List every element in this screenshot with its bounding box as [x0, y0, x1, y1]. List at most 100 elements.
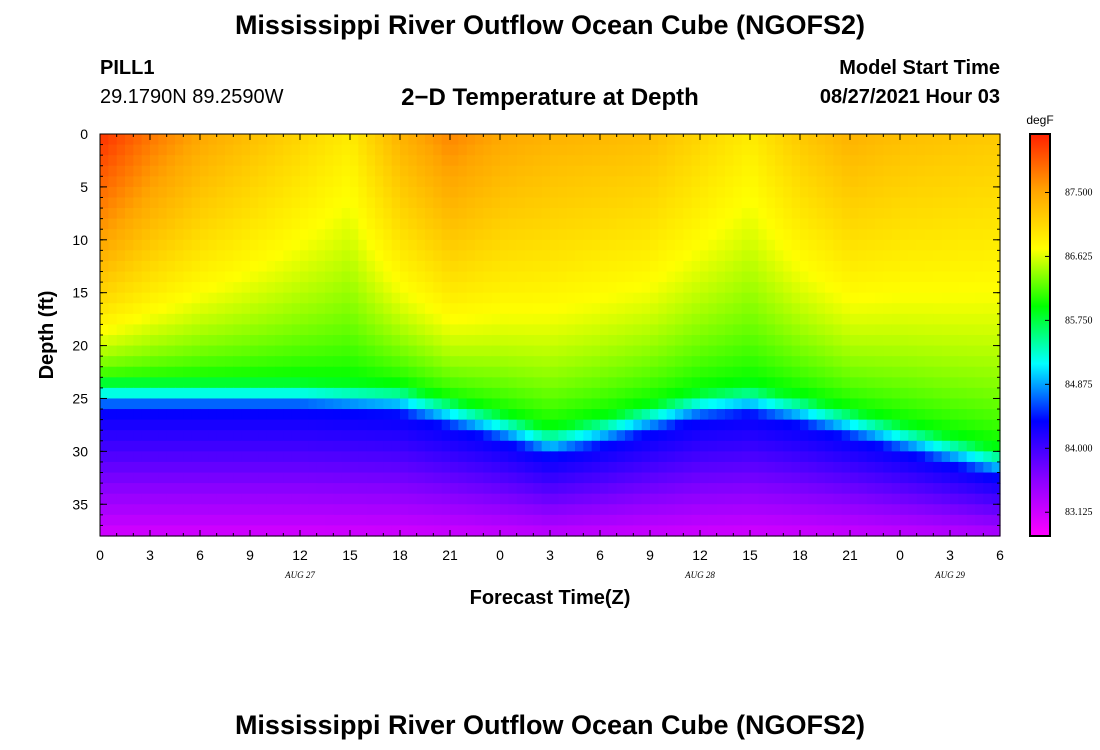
heatmap-cell: [908, 239, 918, 251]
heatmap-cell: [775, 440, 784, 452]
heatmap-cell: [216, 239, 226, 251]
heatmap-cell: [958, 409, 968, 421]
heatmap-cell: [483, 504, 493, 516]
heatmap-cell: [641, 144, 651, 156]
heatmap-cell: [675, 398, 684, 410]
heatmap-cell: [333, 144, 343, 156]
heatmap-cell: [516, 239, 526, 251]
heatmap-cell: [291, 303, 301, 315]
heatmap-cell: [108, 387, 118, 400]
heatmap-cell: [125, 483, 134, 495]
heatmap-cell: [433, 250, 443, 262]
heatmap-cell: [883, 514, 893, 527]
heatmap-cell: [408, 229, 418, 241]
heatmap-cell: [383, 208, 393, 220]
heatmap-cell: [483, 186, 493, 199]
heatmap-cell: [325, 387, 334, 400]
heatmap-cell: [183, 271, 193, 283]
heatmap-cell: [500, 514, 509, 527]
heatmap-cell: [808, 451, 818, 463]
heatmap-cell: [666, 186, 676, 199]
heatmap-cell: [408, 525, 418, 537]
heatmap-cell: [450, 186, 459, 199]
heatmap-cell: [841, 176, 851, 188]
heatmap-cell: [325, 313, 334, 326]
heatmap-cell: [816, 451, 826, 463]
heatmap-cell: [475, 472, 484, 484]
heatmap-cell: [466, 176, 476, 188]
heatmap-cell: [766, 197, 776, 209]
heatmap-cell: [425, 493, 434, 505]
heatmap-cell: [658, 514, 668, 527]
heatmap-cell: [666, 218, 676, 230]
heatmap-cell: [491, 134, 501, 146]
heatmap-cell: [691, 398, 701, 410]
heatmap-cell: [166, 165, 176, 177]
heatmap-cell: [825, 483, 834, 495]
heatmap-cell: [150, 144, 159, 156]
heatmap-cell: [116, 292, 126, 304]
heatmap-cell: [475, 440, 484, 452]
heatmap-cell: [133, 155, 143, 167]
heatmap-cell: [758, 493, 768, 505]
heatmap-cell: [225, 208, 234, 220]
heatmap-cell: [500, 366, 509, 378]
heatmap-cell: [441, 218, 451, 230]
heatmap-cell: [766, 324, 776, 336]
heatmap-cell: [891, 144, 901, 156]
heatmap-cell: [550, 155, 559, 167]
heatmap-cell: [833, 260, 843, 273]
heatmap-cell: [450, 377, 459, 389]
heatmap-cell: [241, 419, 251, 431]
heatmap-cell: [866, 525, 876, 537]
heatmap-cell: [158, 218, 168, 230]
heatmap-cell: [125, 176, 134, 188]
heatmap-cell: [350, 303, 359, 315]
heatmap-cell: [858, 335, 868, 347]
heatmap-cell: [550, 197, 559, 209]
heatmap-cell: [283, 409, 293, 421]
heatmap-cell: [391, 176, 401, 188]
heatmap-cell: [116, 514, 126, 527]
heatmap-cell: [341, 313, 351, 326]
heatmap-cell: [691, 134, 701, 146]
heatmap-cell: [458, 377, 468, 389]
heatmap-cell: [791, 282, 801, 294]
heatmap-cell: [950, 271, 959, 283]
heatmap-cell: [491, 409, 501, 421]
heatmap-cell: [433, 493, 443, 505]
heatmap-cell: [683, 398, 693, 410]
heatmap-cell: [166, 176, 176, 188]
heatmap-cell: [200, 525, 209, 537]
heatmap-cell: [283, 430, 293, 442]
heatmap-cell: [458, 356, 468, 368]
heatmap-cell: [391, 525, 401, 537]
heatmap-cell: [708, 345, 718, 357]
heatmap-cell: [816, 303, 826, 315]
heatmap-cell: [808, 440, 818, 452]
heatmap-cell: [600, 144, 609, 156]
heatmap-cell: [275, 250, 284, 262]
heatmap-cell: [250, 165, 259, 177]
heatmap-cell: [750, 440, 759, 452]
heatmap-cell: [866, 461, 876, 474]
heatmap-cell: [133, 387, 143, 400]
heatmap-cell: [533, 134, 543, 146]
heatmap-cell: [708, 461, 718, 474]
heatmap-cell: [700, 208, 709, 220]
heatmap-cell: [841, 419, 851, 431]
heatmap-cell: [966, 208, 976, 220]
heatmap-cell: [908, 440, 918, 452]
heatmap-cell: [783, 377, 793, 389]
heatmap-cell: [175, 335, 184, 347]
heatmap-cell: [708, 324, 718, 336]
heatmap-cell: [708, 165, 718, 177]
heatmap-cell: [225, 239, 234, 251]
heatmap-cell: [725, 313, 734, 326]
heatmap-cell: [208, 303, 218, 315]
heatmap-cell: [208, 409, 218, 421]
heatmap-cell: [650, 472, 659, 484]
heatmap-cell: [300, 250, 309, 262]
heatmap-cell: [650, 451, 659, 463]
